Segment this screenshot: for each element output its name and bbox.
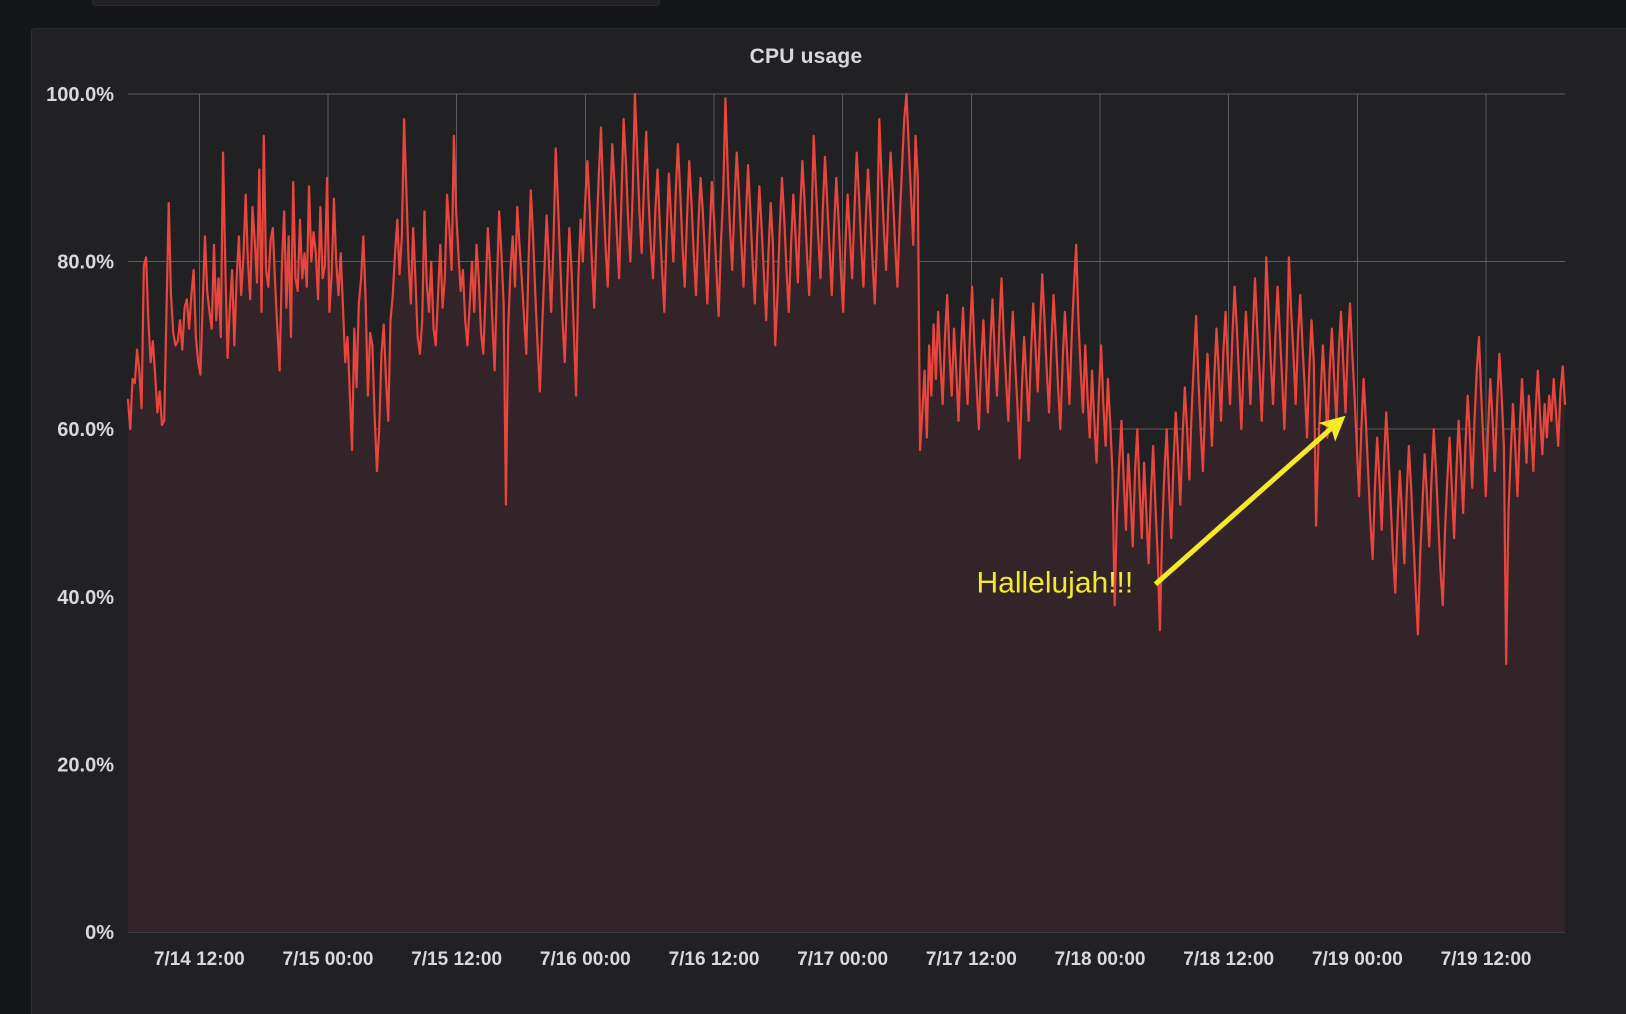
x-axis-labels: 7/14 12:00 7/15 00:00 7/15 12:00 7/16 00:00… [154, 949, 1532, 970]
y-axis-tick: 0% [85, 922, 114, 944]
x-axis-tick: 7/14 12:00 [154, 949, 245, 970]
x-axis-tick: 7/15 00:00 [283, 949, 374, 970]
x-axis-tick: 7/18 12:00 [1183, 949, 1274, 970]
x-axis-tick: 7/18 00:00 [1055, 949, 1146, 970]
annotation-hallelujah: Hallelujah!!! [976, 415, 1346, 600]
y-axis-tick: 20.0% [57, 754, 114, 776]
annotation-arrow [1153, 415, 1346, 587]
panel-above-partial [92, 0, 660, 6]
panel-title: CPU usage [749, 45, 863, 68]
x-axis-tick: 7/16 00:00 [540, 949, 631, 970]
y-axis-tick: 100.0% [46, 84, 114, 106]
y-axis-tick: 40.0% [57, 587, 114, 609]
x-axis-tick: 7/16 12:00 [669, 949, 760, 970]
y-axis-tick: 60.0% [57, 419, 114, 441]
annotation-label: Hallelujah!!! [976, 567, 1133, 600]
y-axis-labels: 100.0% 80.0% 60.0% 40.0% 20.0% 0% [46, 84, 114, 944]
series-cpu-usage [126, 92, 1567, 932]
x-axis-tick: 7/19 12:00 [1441, 949, 1532, 970]
x-axis-tick: 7/19 00:00 [1312, 949, 1403, 970]
y-axis-tick: 80.0% [57, 252, 114, 274]
x-axis-tick: 7/17 00:00 [797, 949, 888, 970]
x-axis-tick: 7/15 12:00 [411, 949, 502, 970]
x-axis-tick: 7/17 12:00 [926, 949, 1017, 970]
